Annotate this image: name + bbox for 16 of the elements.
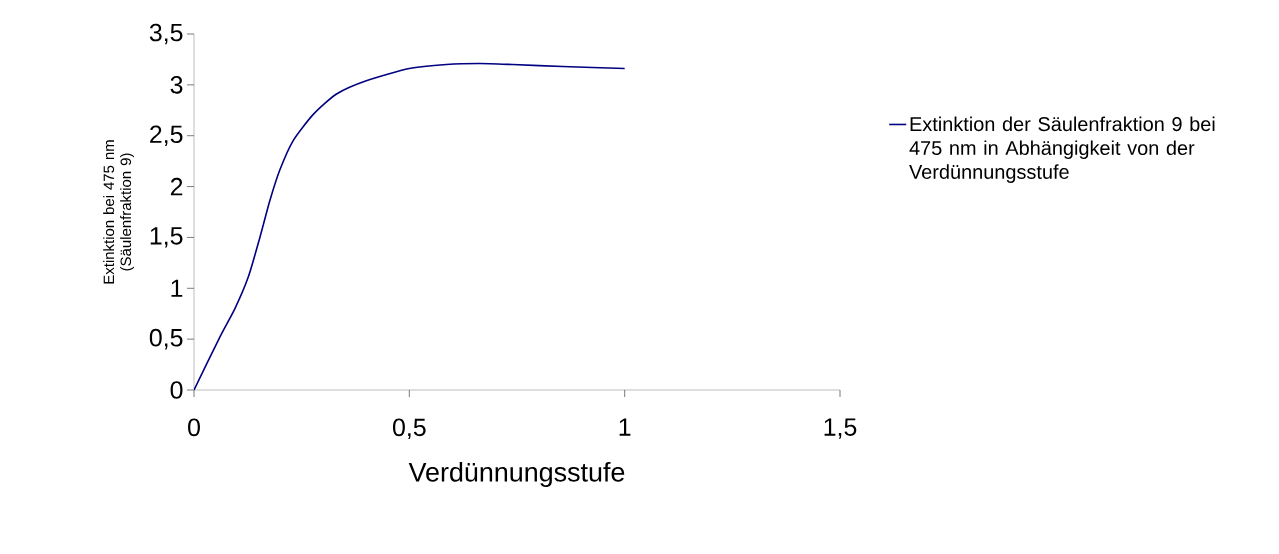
y-tick-label: 2,5 bbox=[150, 125, 183, 146]
legend-label: Extinktion der Säulenfraktion 9 bei 475 nm in Abhängigkeit von der Verdünnungsstufe bbox=[909, 116, 1215, 183]
y-tick-label: 3,5 bbox=[149, 23, 183, 45]
y-tick-label: 0 bbox=[170, 381, 183, 399]
y-tick-label: 2 bbox=[170, 177, 183, 196]
x-tick-label: 0 bbox=[188, 418, 200, 437]
x-tick-label: 1,5 bbox=[824, 418, 857, 439]
y-axis-title: Extinktion bei 475 nm (Säulenfraktion 9) bbox=[103, 140, 135, 284]
y-tick-label: 1,5 bbox=[150, 227, 183, 248]
y-tick-label: 0,5 bbox=[149, 328, 183, 350]
y-tick-label: 1 bbox=[171, 279, 183, 297]
x-axis-title: Verdünnungsstufe bbox=[408, 461, 625, 488]
x-tick-label: 0,5 bbox=[392, 418, 426, 440]
line-series bbox=[194, 62, 626, 390]
y-tick-label: 3 bbox=[170, 76, 183, 94]
x-tick-label: 1 bbox=[619, 418, 631, 436]
